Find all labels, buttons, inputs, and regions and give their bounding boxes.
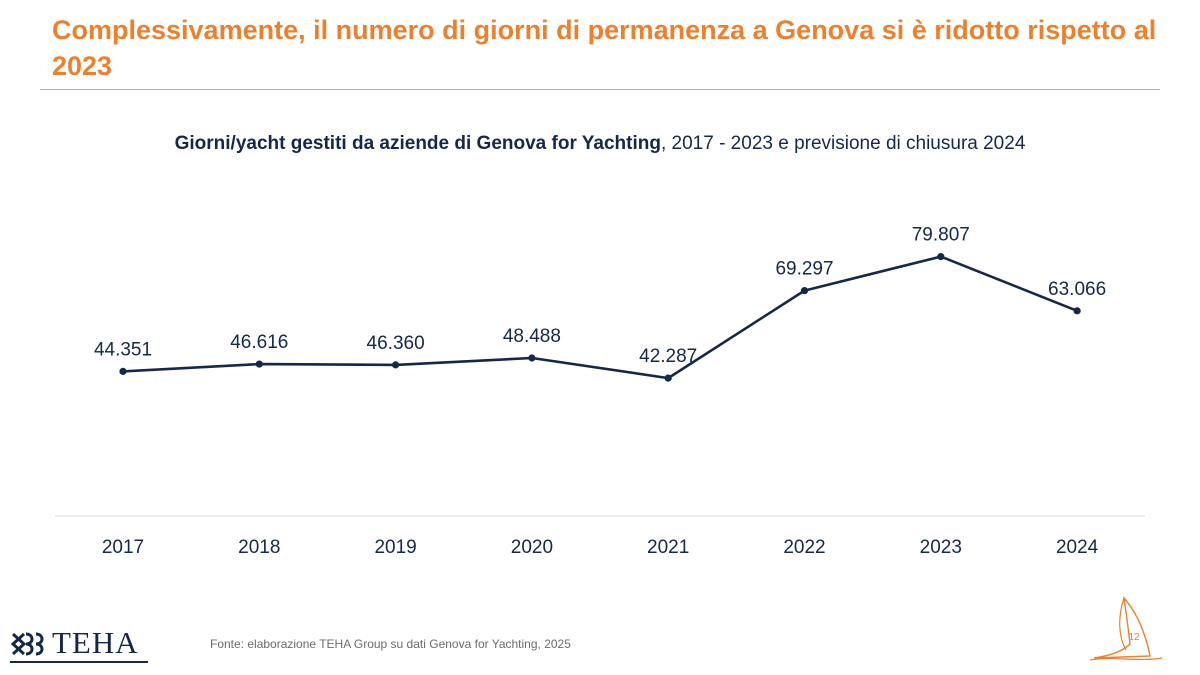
data-point [528,354,536,362]
teha-logo-text: TEHA [52,625,139,660]
x-tick-label: 2020 [511,537,553,558]
page-title: Complessivamente, il numero di giorni di… [52,15,1157,81]
x-tick-label: 2017 [102,537,144,558]
data-point [937,253,945,261]
line-chart: 44.351 2017 46.616 2018 46.360 2019 48.488 2020… [55,225,1145,558]
data-point [392,361,400,369]
chart-subtitle: Giorni/yacht gestiti da aziende di Genov… [0,133,1200,155]
data-point [255,360,263,368]
x-tick-label: 2023 [920,537,962,558]
sail-icon [1089,596,1163,661]
x-tick-label: 2022 [783,537,825,558]
data-point [119,367,127,375]
x-tick-label: 2018 [238,537,280,558]
data-point [800,287,809,295]
data-label: 46.616 [230,332,288,353]
source-note: Fonte: elaborazione TEHA Group su dati G… [210,637,571,651]
x-tick-label: 2021 [647,537,689,558]
data-label: 48.488 [503,326,561,347]
data-point [1073,307,1081,315]
title-divider [40,89,1160,90]
data-point [664,374,672,382]
chart-subtitle-bold: Giorni/yacht gestiti da aziende di Genov… [174,133,661,154]
logo-underline [10,661,148,663]
teha-logo: TEHA [10,625,150,665]
chart-subtitle-rest: , 2017 - 2023 e previsione di chiusura 2… [660,133,1026,154]
x-tick-label: 2024 [1056,537,1099,558]
data-label: 69.297 [775,259,833,280]
x-tick-label: 2019 [374,537,416,558]
data-label: 44.351 [94,339,152,360]
data-label: 63.066 [1048,279,1106,300]
data-label: 46.360 [367,333,425,354]
teha-logo-mark-icon [10,632,44,656]
data-label: 79.807 [912,225,970,246]
data-label: 42.287 [639,346,697,367]
page-number: 12 [1128,632,1140,643]
series-line [122,255,1078,380]
